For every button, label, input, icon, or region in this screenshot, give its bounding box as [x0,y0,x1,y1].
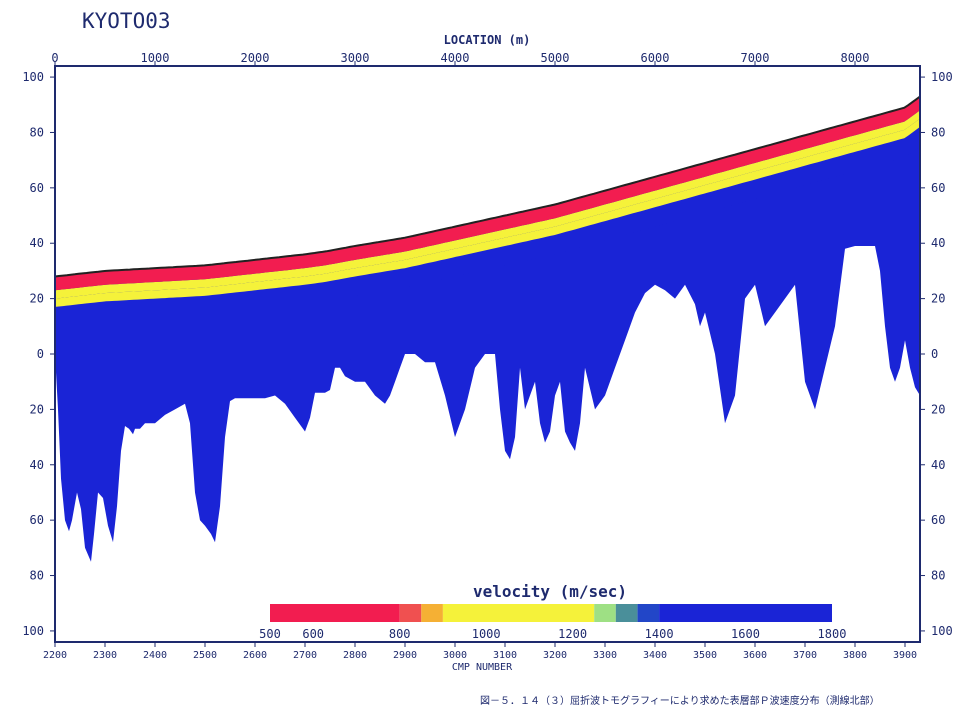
right-axis-ticks: 100 80 60 40 20 0 20 40 60 80 100 [920,70,953,638]
top-tick-label: 0 [51,51,58,65]
bottom-axis-ticks: 2200 2300 2400 2500 2600 2700 2800 2900 3000 3100… [43,642,917,661]
legend-swatch [637,604,660,622]
right-tick-label: 40 [931,236,945,250]
top-axis-label: LOCATION (m) [444,33,531,47]
left-tick-label: 80 [30,125,44,139]
legend-swatch [615,604,638,622]
left-axis-ticks: 100 80 60 40 20 0 20 40 60 80 100 [22,70,55,638]
top-axis-ticks: 0 1000 2000 3000 4000 5000 6000 7000 8000 [51,51,869,66]
right-tick-label: 60 [931,181,945,195]
bottom-axis-label: CMP NUMBER [452,662,513,673]
legend-tick-label: 1600 [731,627,760,641]
legend-swatch [399,604,422,622]
top-tick-label: 6000 [641,51,670,65]
top-tick-label: 5000 [541,51,570,65]
bottom-tick-label: 2500 [193,650,217,661]
left-tick-label: 100 [22,70,44,84]
bottom-tick-label: 2200 [43,650,67,661]
left-tick-label: 40 [30,458,44,472]
right-tick-label: 40 [931,458,945,472]
right-tick-label: 20 [931,292,945,306]
left-tick-label: 20 [30,402,44,416]
legend-tick-label: 600 [302,627,324,641]
legend-swatch [270,604,400,622]
bottom-tick-label: 2900 [393,650,417,661]
bottom-tick-label: 3300 [593,650,617,661]
left-tick-label: 40 [30,236,44,250]
legend-swatch [442,604,595,622]
right-tick-label: 100 [931,70,953,84]
left-tick-label: 60 [30,513,44,527]
top-tick-label: 2000 [241,51,270,65]
top-tick-label: 3000 [341,51,370,65]
legend-swatch [421,604,443,622]
page-title: KYOTO03 [82,9,171,33]
ground-surface-line [54,95,921,278]
figure-caption: 図－５．１４（３）屈折波トモグラフィーにより求めた表層部Ｐ波速度分布（測線北部） [480,694,880,707]
left-tick-label: 80 [30,569,44,583]
plot-area [54,95,921,562]
left-tick-label: 100 [22,624,44,638]
left-tick-label: 20 [30,292,44,306]
bottom-tick-label: 3100 [493,650,517,661]
top-tick-label: 8000 [841,51,870,65]
bottom-tick-label: 3000 [443,650,467,661]
right-tick-label: 20 [931,402,945,416]
left-tick-label: 0 [37,347,44,361]
right-tick-label: 100 [931,624,953,638]
legend-swatch [594,604,616,622]
velocity-layer-600 [55,96,920,291]
legend-tick-label: 1000 [472,627,501,641]
bottom-tick-label: 3700 [793,650,817,661]
right-tick-label: 0 [931,347,938,361]
plot-frame [54,65,921,643]
bottom-tick-label: 3200 [543,650,567,661]
bottom-tick-label: 3400 [643,650,667,661]
legend-tick-label: 500 [259,627,281,641]
top-tick-label: 1000 [141,51,170,65]
velocity-layer-1500 [55,126,920,327]
bottom-tick-label: 2300 [93,650,117,661]
bottom-tick-label: 2600 [243,650,267,661]
bottom-tick-label: 3500 [693,650,717,661]
bottom-tick-label: 2400 [143,650,167,661]
bottom-tick-label: 3800 [843,650,867,661]
legend-tick-label: 1400 [645,627,674,641]
velocity-legend: velocity (m/sec) 500 600 800 1000 1200 1400 16… [259,582,846,641]
legend-tick-label: 1800 [818,627,847,641]
right-tick-label: 80 [931,125,945,139]
legend-title: velocity (m/sec) [473,582,627,601]
bottom-tick-label: 3900 [893,650,917,661]
left-tick-label: 60 [30,181,44,195]
right-tick-label: 60 [931,513,945,527]
top-tick-label: 7000 [741,51,770,65]
right-tick-label: 80 [931,569,945,583]
bottom-tick-label: 2700 [293,650,317,661]
legend-tick-label: 800 [389,627,411,641]
top-tick-label: 4000 [441,51,470,65]
bottom-tick-label: 3600 [743,650,767,661]
legend-tick-label: 1200 [558,627,587,641]
legend-swatch [659,604,832,622]
bottom-tick-label: 2800 [343,650,367,661]
